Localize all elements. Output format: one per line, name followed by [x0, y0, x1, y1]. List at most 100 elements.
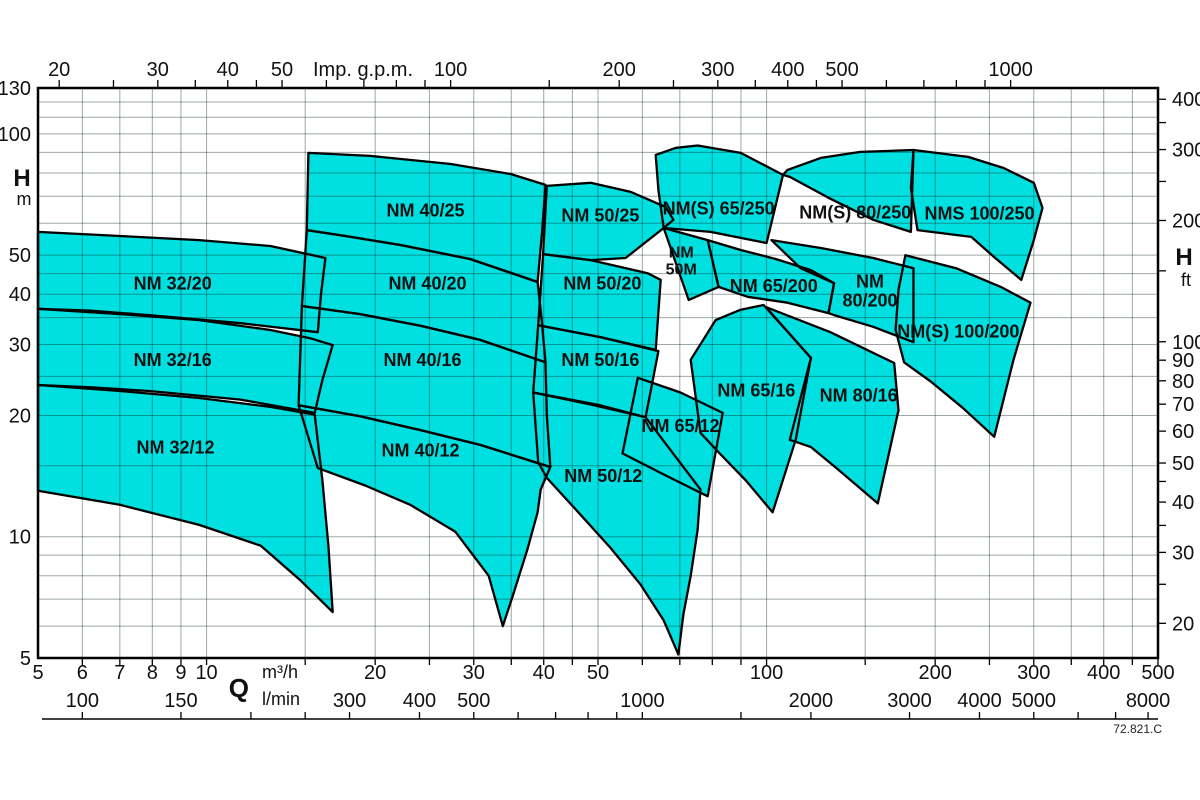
- region-label-nm-65-200: NM 65/200: [730, 276, 818, 296]
- region-label-nm-32-12: NM 32/12: [136, 437, 214, 457]
- region-outline-nm-80-16: [764, 305, 900, 505]
- y-label-m: 50: [9, 245, 31, 267]
- region-outlines: [36, 144, 1044, 656]
- region-fill-nm-s-65-250: [655, 145, 783, 243]
- region-outline-nm-s-65-250: [654, 144, 785, 245]
- region-outline-nms-100-250: [909, 148, 1044, 282]
- x-label-m3h: 100: [750, 662, 783, 684]
- region-labels: NM 32/20 NM 32/16 NM 32/12 NM 40/25 NM 40/20…: [134, 198, 1035, 485]
- region-outline-nm-65-12: [621, 376, 724, 498]
- region-fill-nm-40-12: [298, 405, 551, 627]
- x-label-gpm: 30: [147, 59, 169, 81]
- y-label-ft: 100: [1172, 332, 1200, 354]
- region-label-nm-s-65-250: NM(S) 65/250: [663, 198, 775, 218]
- y-label-ft: 20: [1172, 613, 1194, 635]
- x-label-m3h: 10: [195, 662, 217, 684]
- region-fill-nm-65-16: [690, 305, 811, 513]
- x-label-m3h: 400: [1087, 662, 1120, 684]
- region-fill-nm-50m: [663, 228, 719, 300]
- head-symbol-left: H: [13, 165, 30, 192]
- x-label-m3h: 30: [463, 662, 485, 684]
- x-label-m3h: 300: [1017, 662, 1050, 684]
- region-label-nm-40-16: NM 40/16: [383, 350, 461, 370]
- y-label-ft: 30: [1172, 542, 1194, 564]
- x-label-lmin: 3000: [887, 690, 932, 712]
- region-label-nm-40-12: NM 40/12: [381, 441, 459, 461]
- region-fill-nm-50-16: [533, 325, 659, 418]
- region-fill-nm-40-20: [301, 230, 546, 363]
- region-fill-nm-s-80-250: [783, 150, 914, 232]
- y-label-m: 40: [9, 284, 31, 306]
- region-label-nm-50m: 50M: [666, 261, 697, 278]
- drawing-code: 72.821.C: [1113, 722, 1162, 736]
- y-label-ft: 80: [1172, 371, 1194, 393]
- region-label-nm-80-16: NM 80/16: [820, 385, 898, 405]
- x-label-lmin: 300: [333, 690, 366, 712]
- unit-lmin: l/min: [262, 689, 300, 709]
- region-outline-nm-32-16: [36, 307, 334, 415]
- unit-m3h: m³/h: [262, 662, 298, 682]
- x-label-lmin: 2000: [789, 690, 834, 712]
- x-label-m3h: 500: [1141, 662, 1174, 684]
- region-fill-nm-40-16: [298, 306, 551, 467]
- region-outline-nm-65-16: [689, 303, 813, 514]
- y-label-m: 100: [0, 124, 31, 146]
- x-label-lmin: 100: [66, 690, 99, 712]
- y-label-m: 130: [0, 78, 31, 100]
- y-label-ft: 90: [1172, 350, 1194, 372]
- x-label-m3h: 200: [918, 662, 951, 684]
- region-label-nm-40-20: NM 40/20: [388, 274, 466, 294]
- region-label-nm-32-16: NM 32/16: [134, 350, 212, 370]
- region-outline-nm-50-12: [532, 391, 702, 656]
- x-label-gpm: 400: [771, 59, 804, 81]
- y-label-ft: 300: [1172, 140, 1200, 162]
- region-fill-nm-80-16: [765, 306, 899, 504]
- region-label-nm-50-20: NM 50/20: [563, 274, 641, 294]
- y-label-ft: 70: [1172, 394, 1194, 416]
- x-label-lmin: 400: [403, 690, 436, 712]
- y-label-m: 20: [9, 405, 31, 427]
- x-label-lmin: 5000: [1012, 690, 1057, 712]
- x-label-m3h: 7: [114, 662, 125, 684]
- x-label-gpm: 500: [825, 59, 858, 81]
- x-label-m3h: 6: [77, 662, 88, 684]
- region-fill-nm-40-25: [306, 152, 546, 282]
- x-label-lmin: 500: [457, 690, 490, 712]
- region-outline-nm-80-200: [770, 238, 915, 344]
- x-label-gpm: 100: [434, 59, 467, 81]
- x-label-gpm: 20: [48, 59, 70, 81]
- x-label-lmin: 8000: [1126, 690, 1171, 712]
- flow-symbol: Q: [229, 673, 249, 703]
- x-label-m3h: 8: [147, 662, 158, 684]
- region-outline-nm-s-100-200: [894, 254, 1032, 438]
- region-fill-nm-50-25: [543, 182, 674, 261]
- region-outline-nm-32-12: [36, 383, 334, 614]
- y-label-m: 5: [20, 648, 31, 670]
- x-label-gpm: 40: [217, 59, 239, 81]
- x-label-m3h: 9: [175, 662, 186, 684]
- region-label-nms-100-250: NMS 100/250: [924, 203, 1034, 223]
- y-label-m: 30: [9, 335, 31, 357]
- region-fill-nm-s-100-200: [895, 255, 1031, 437]
- x-label-lmin: 150: [164, 690, 197, 712]
- region-label-nm-50m: NM: [669, 244, 694, 261]
- y-label-ft: 40: [1172, 492, 1194, 514]
- region-label-nm-s-100-200: NM(S) 100/200: [897, 322, 1019, 342]
- region-fill-nm-32-12: [38, 385, 333, 613]
- head-symbol-right: H: [1175, 244, 1192, 271]
- y-label-ft: 400: [1172, 89, 1200, 111]
- x-label-lmin: 1000: [620, 690, 665, 712]
- region-fill-nm-32-16: [38, 308, 333, 413]
- region-outline-nm-s-80-250: [781, 148, 915, 234]
- region-fill-nm-65-200: [707, 240, 835, 314]
- x-label-gpm: 1000: [988, 59, 1033, 81]
- x-label-lmin: 4000: [957, 690, 1002, 712]
- y-label-m: 10: [9, 527, 31, 549]
- x-label-m3h: 20: [364, 662, 386, 684]
- unit-gpm: Imp. g.p.m.: [313, 59, 413, 81]
- y-label-ft: 50: [1172, 453, 1194, 475]
- region-fill-nm-50-20: [538, 254, 661, 350]
- region-outline-nm-32-20: [36, 230, 327, 334]
